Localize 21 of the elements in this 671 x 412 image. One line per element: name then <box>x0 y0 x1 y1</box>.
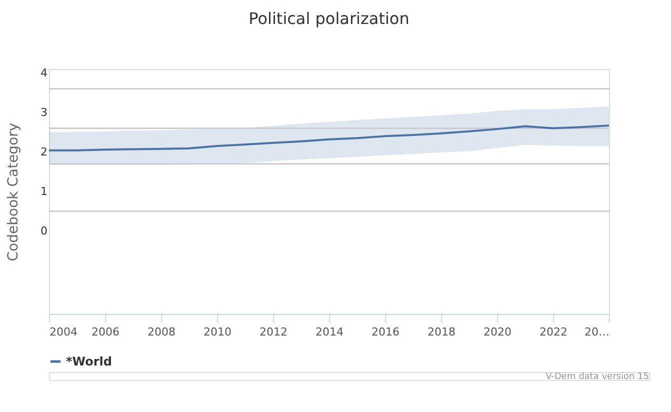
y-axis-title: Codebook Category <box>6 122 22 262</box>
chart-title: Political polarization <box>248 8 410 28</box>
legend-label: *World <box>66 354 112 368</box>
x-tick-label: 2020 <box>484 326 512 338</box>
y-tick-label: 3 <box>40 106 48 119</box>
x-tick-label: 2014 <box>316 326 344 338</box>
x-tick-label: 2010 <box>204 326 232 338</box>
x-tick-label: 2016 <box>372 326 400 338</box>
x-tick-label: 2008 <box>148 326 176 338</box>
line-series <box>48 124 610 152</box>
x-tick-label: 20… <box>584 326 610 338</box>
x-tick-label: 2004 <box>50 326 78 338</box>
y-tick-label: 1 <box>40 185 48 198</box>
y-tick-label: 0 <box>40 224 48 238</box>
text: V-Dem data version 15 <box>546 372 649 382</box>
y-tick-label: 4 <box>40 66 48 80</box>
y-tick-label: 2 <box>40 145 48 158</box>
x-tick-label: 2006 <box>92 326 120 338</box>
x-tick-label: 2012 <box>260 326 288 338</box>
x-tick-label: 2022 <box>540 326 568 338</box>
x-tick-label: 2018 <box>428 326 456 338</box>
